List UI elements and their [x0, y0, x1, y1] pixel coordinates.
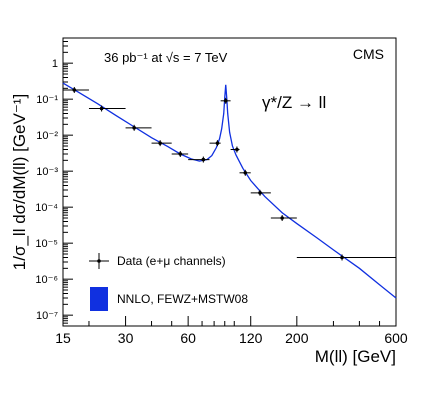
data-point	[230, 146, 240, 153]
x-tick-label: 200	[285, 330, 309, 346]
theory-curve	[62, 82, 397, 299]
x-axis-ticks: 15 30 60 120 200 600	[55, 316, 408, 346]
data-point-marker	[340, 255, 344, 260]
data-point	[88, 105, 126, 112]
process-label: γ*/Z → ll	[262, 93, 326, 112]
legend: Data (e+μ channels) NNLO, FEWZ+MSTW08	[89, 253, 248, 311]
x-tick-label: 15	[55, 330, 71, 346]
y-tick-label: 10⁻⁶	[35, 274, 58, 286]
data-point	[151, 140, 172, 147]
data-point-marker	[99, 106, 104, 111]
data-point	[296, 254, 396, 261]
data-point-marker	[258, 191, 262, 195]
x-tick-label: 60	[180, 330, 196, 346]
data-point	[270, 215, 297, 221]
legend-data-marker-dot	[97, 259, 101, 263]
data-point	[125, 124, 152, 131]
data-point-marker	[280, 216, 284, 220]
data-point	[188, 156, 210, 163]
data-point-marker	[72, 88, 77, 92]
data-point	[171, 150, 189, 157]
data-point-marker	[243, 171, 248, 175]
experiment-label: CMS	[353, 46, 384, 62]
legend-data-label: Data (e+μ channels)	[117, 254, 226, 268]
x-tick-label: 120	[239, 330, 263, 346]
y-tick-label: 10⁻²	[36, 130, 58, 142]
data-point	[209, 140, 221, 147]
x-tick-label: 30	[118, 330, 134, 346]
plot-frame	[62, 37, 397, 327]
data-point	[220, 97, 231, 104]
x-axis-label: M(ll) [GeV]	[315, 347, 396, 366]
data-point-marker	[235, 147, 239, 152]
data-points-layer	[63, 86, 396, 261]
legend-theory-swatch	[90, 287, 108, 311]
x-tick-label: 600	[384, 330, 408, 346]
luminosity-annotation: 36 pb⁻¹ at √s = 7 TeV	[104, 50, 228, 65]
y-tick-label: 10⁻³	[36, 166, 58, 178]
data-point-marker	[158, 141, 162, 145]
data-point-marker	[215, 141, 220, 145]
data-point	[239, 169, 251, 176]
data-point-marker	[132, 126, 136, 130]
y-tick-label: 1	[52, 58, 58, 70]
y-tick-label: 10⁻⁴	[35, 202, 58, 214]
data-point-marker	[201, 157, 206, 162]
y-tick-label: 10⁻⁷	[36, 310, 58, 322]
data-point	[250, 189, 271, 196]
legend-theory-label: NNLO, FEWZ+MSTW08	[117, 292, 248, 306]
data-point	[63, 86, 89, 93]
data-point-marker	[178, 152, 183, 156]
theory-curve-layer	[62, 82, 397, 299]
y-tick-label: 10⁻¹	[36, 94, 58, 106]
y-axis-ticks: 10⁻⁷ 10⁻⁶ 10⁻⁵ 10⁻⁴ 10⁻³ 10⁻² 10⁻¹ 1	[35, 37, 73, 327]
y-axis-label: 1/σ_ll dσ/dM(ll) [GeV⁻¹]	[10, 94, 29, 270]
y-tick-label: 10⁻⁵	[35, 238, 58, 250]
data-point-marker	[223, 99, 228, 103]
